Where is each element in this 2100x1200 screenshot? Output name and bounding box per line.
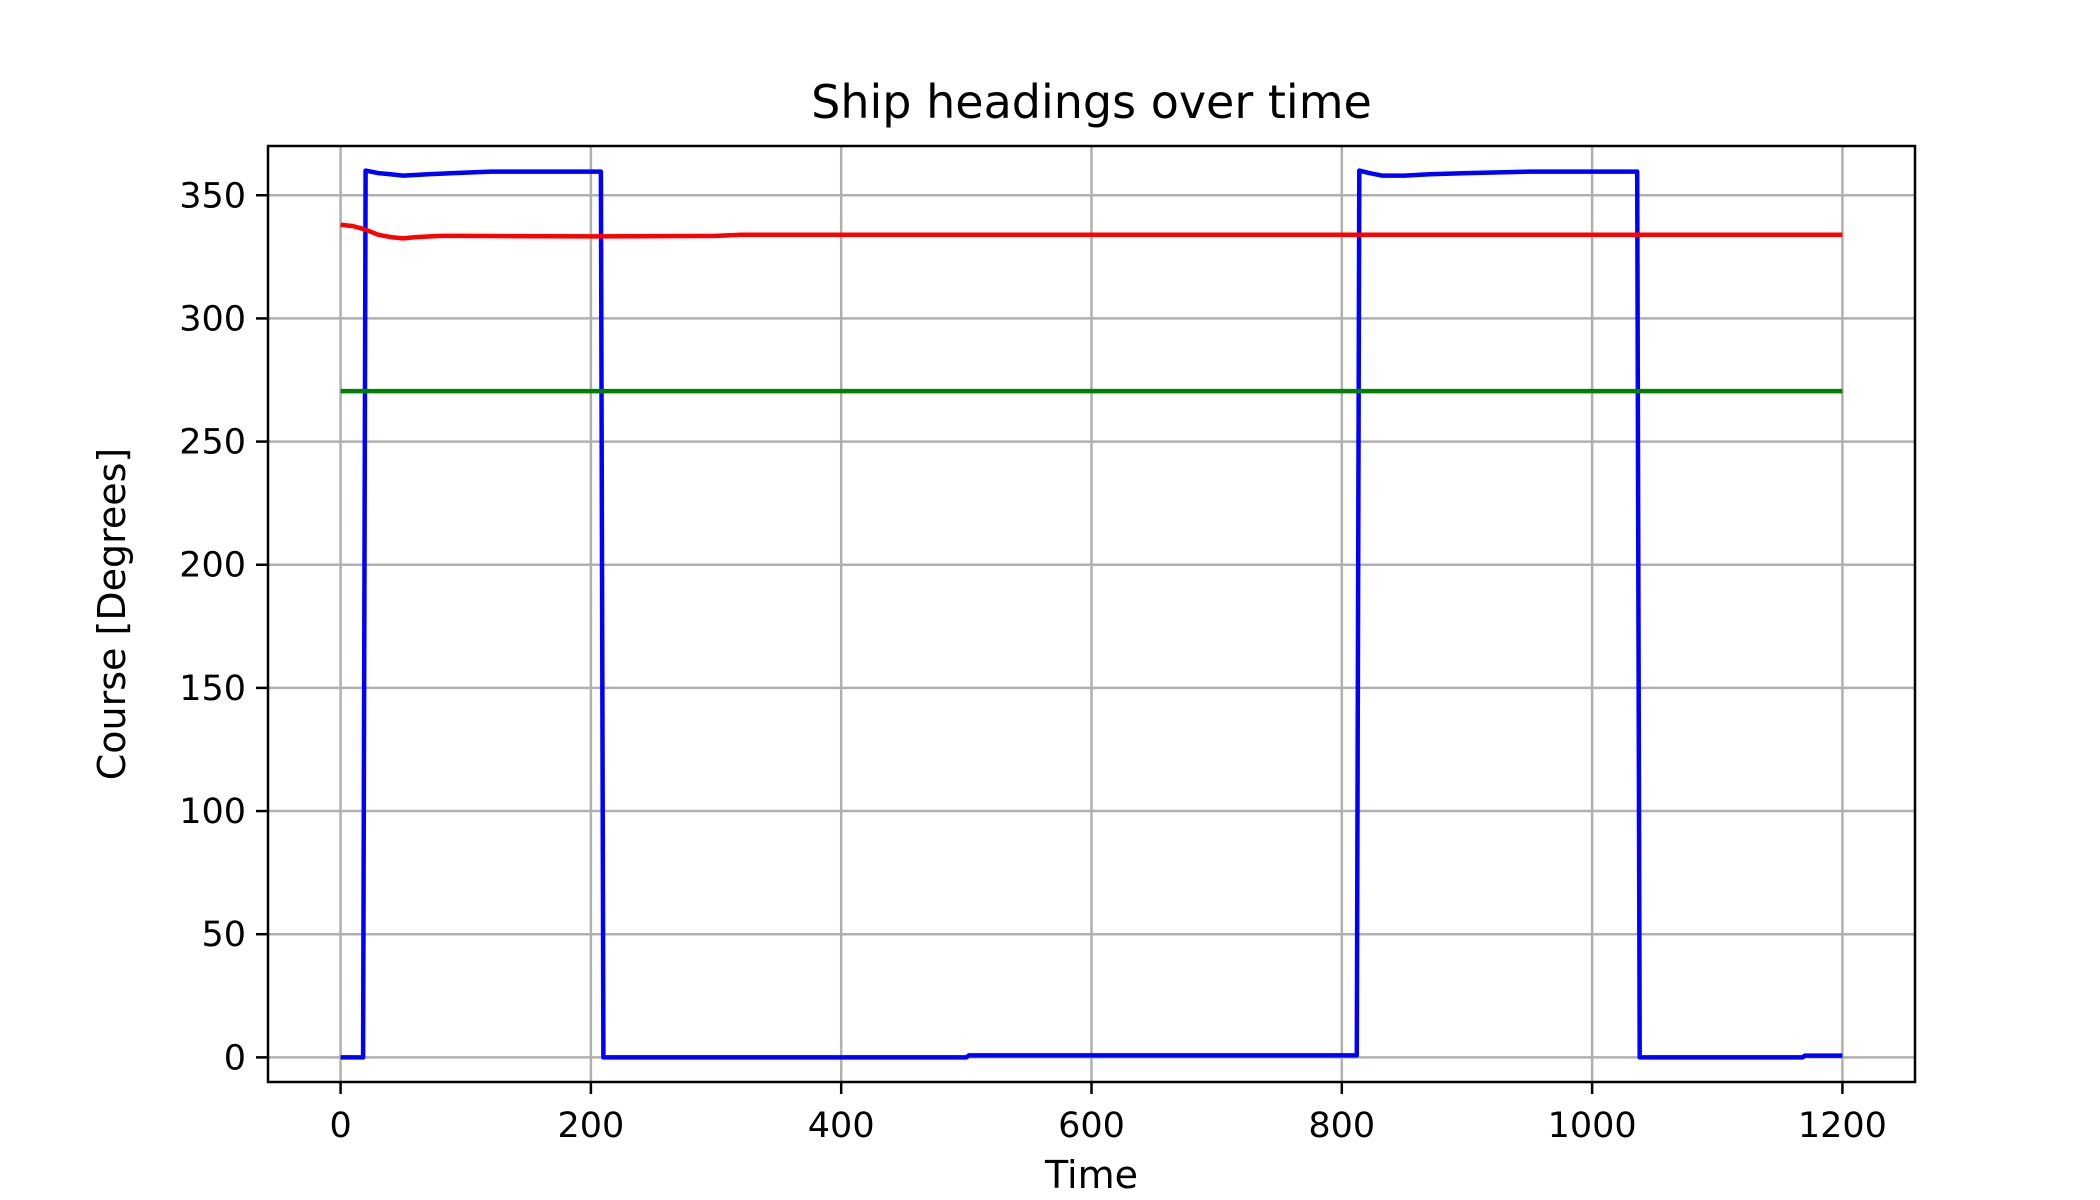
x-tick-label: 200 <box>557 1106 624 1146</box>
x-tick-label: 0 <box>329 1106 351 1146</box>
x-tick-label: 1000 <box>1548 1106 1637 1146</box>
series-line-1 <box>340 168 1843 1060</box>
y-tick-label: 300 <box>179 299 246 339</box>
ticks: 0 200 400 600 800 1000 1200 0 50 100 150 200 250 300 3… <box>179 176 1887 1146</box>
y-axis-label: Course [Degrees] <box>90 448 134 781</box>
grid <box>268 146 1915 1082</box>
x-tick-label: 1200 <box>1798 1106 1887 1146</box>
series-layer <box>340 168 1843 1060</box>
y-tick-label: 200 <box>179 546 246 586</box>
series-line-2 <box>340 222 1843 241</box>
y-tick-label: 250 <box>179 423 246 463</box>
y-tick-label: 350 <box>179 176 246 216</box>
y-tick-label: 100 <box>179 792 246 832</box>
y-tick-label: 0 <box>224 1038 246 1078</box>
y-tick-label: 150 <box>179 669 246 709</box>
chart-title: Ship headings over time <box>811 75 1372 129</box>
x-tick-label: 600 <box>1058 1106 1125 1146</box>
x-tick-label: 400 <box>808 1106 875 1146</box>
y-tick-label: 50 <box>201 915 246 955</box>
x-tick-label: 800 <box>1308 1106 1375 1146</box>
x-axis-label: Time <box>1044 1153 1138 1197</box>
